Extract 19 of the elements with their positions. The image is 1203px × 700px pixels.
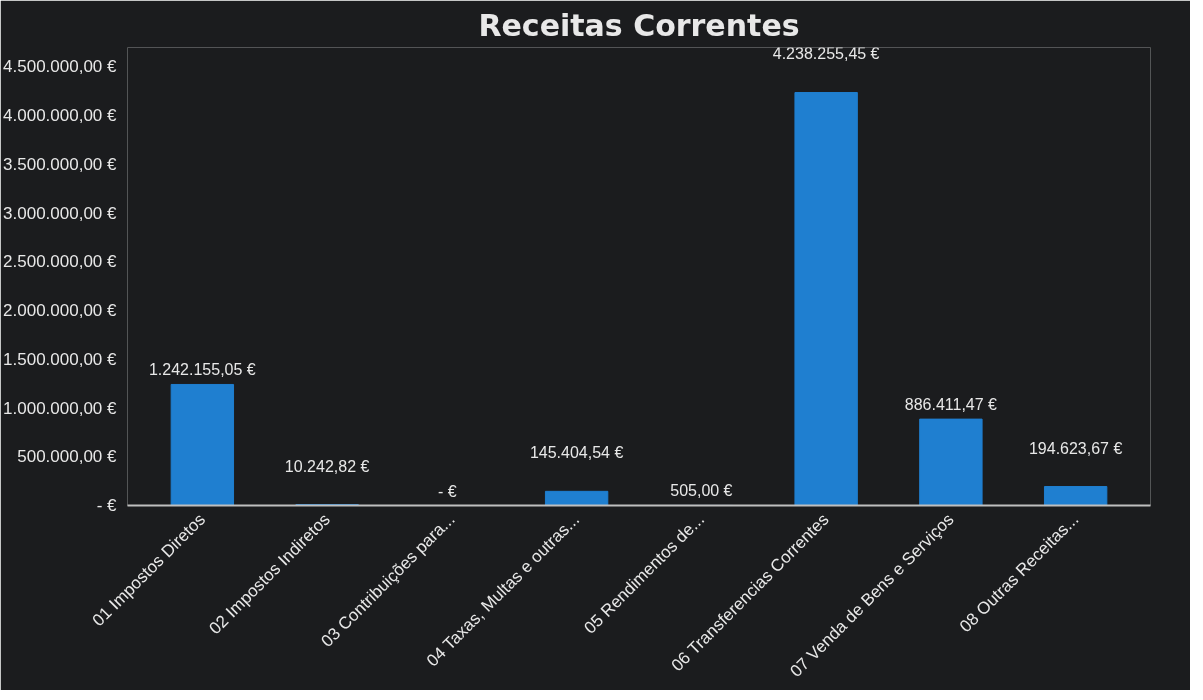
data-label: 194.623,67 € [1028, 439, 1123, 457]
y-tick-label: 3.000.000,00 € [3, 203, 118, 223]
y-tick-label: 500.000,00 € [17, 447, 118, 467]
y-tick-label: 1.000.000,00 € [3, 398, 118, 418]
data-label: 4.238.255,45 € [772, 45, 880, 63]
y-tick-label: 1.500.000,00 € [3, 349, 118, 369]
data-label: 505,00 € [670, 482, 733, 500]
data-label: 886.411,47 € [904, 396, 998, 414]
data-label: - € [438, 482, 457, 500]
y-tick-label: 4.000.000,00 € [3, 106, 118, 126]
data-label: 145.404,54 € [529, 444, 624, 462]
chart-title: Receitas Correntes [478, 7, 800, 43]
data-label: 10.242,82 € [284, 457, 370, 475]
y-tick-label: 2.500.000,00 € [3, 252, 118, 272]
y-tick-label: - € [96, 496, 118, 515]
y-tick-label: 2.000.000,00 € [3, 301, 118, 321]
y-tick-label: 3.500.000,00 € [3, 154, 118, 174]
y-tick-label: 4.500.000,00 € [3, 57, 118, 77]
data-label: 1.242.155,05 € [148, 361, 256, 379]
